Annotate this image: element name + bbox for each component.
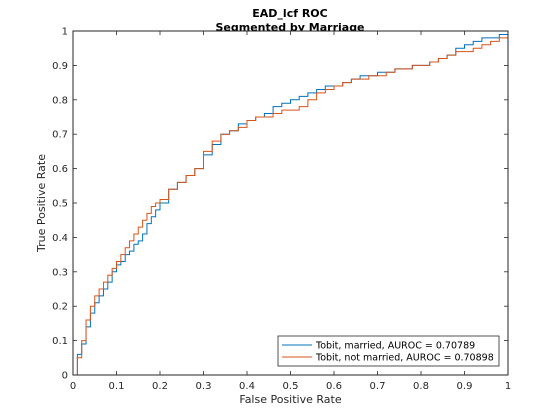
y-tick-label: 0.1 — [52, 336, 68, 347]
x-tick-label: 1 — [505, 381, 511, 392]
legend-label-not-married: Tobit, not married, AUROC = 0.70898 — [315, 353, 494, 364]
chart-title: EAD_lcf ROC — [252, 7, 327, 20]
y-tick-label: 0.4 — [52, 233, 68, 244]
plot-area — [73, 31, 508, 375]
legend-label-married: Tobit, married, AUROC = 0.70789 — [315, 341, 475, 352]
x-axis-label: False Positive Rate — [239, 393, 341, 406]
y-tick-label: 0.3 — [52, 267, 68, 278]
x-tick-label: 0.8 — [413, 381, 429, 392]
x-tick-label: 0.2 — [152, 381, 168, 392]
y-tick-label: 0.5 — [52, 199, 68, 210]
ticks-layer: 0 0.1 0.2 0.3 0.4 0.5 0.6 0.7 0.8 0.9 1 0 0.1 0.2 0.3 0… — [52, 27, 511, 393]
x-tick-label: 0.6 — [326, 381, 342, 392]
y-axis-label: True Positive Rate — [35, 154, 48, 253]
y-tick-label: 0.8 — [52, 95, 68, 106]
series-layer — [73, 31, 509, 376]
x-tick-label: 0.5 — [283, 381, 299, 392]
x-tick-label: 0.3 — [196, 381, 212, 392]
x-tick-label: 0.7 — [370, 381, 386, 392]
legend-box — [277, 335, 500, 367]
x-tick-label: 0.4 — [239, 381, 255, 392]
y-tick-label: 0 — [62, 371, 68, 382]
y-tick-label: 0.6 — [52, 164, 68, 175]
x-tick-label: 0.9 — [457, 381, 473, 392]
y-tick-label: 0.7 — [52, 130, 68, 141]
y-tick-label: 1 — [62, 27, 68, 38]
x-tick-label: 0 — [70, 381, 76, 392]
plot-frame — [72, 30, 509, 376]
y-tick-label: 0.9 — [52, 61, 68, 72]
x-tick-label: 0.1 — [109, 381, 125, 392]
legend: Tobit, married, AUROC = 0.70789 Tobit, n… — [277, 335, 500, 367]
series-line-not-married — [73, 31, 509, 376]
y-tick-label: 0.2 — [52, 302, 68, 313]
